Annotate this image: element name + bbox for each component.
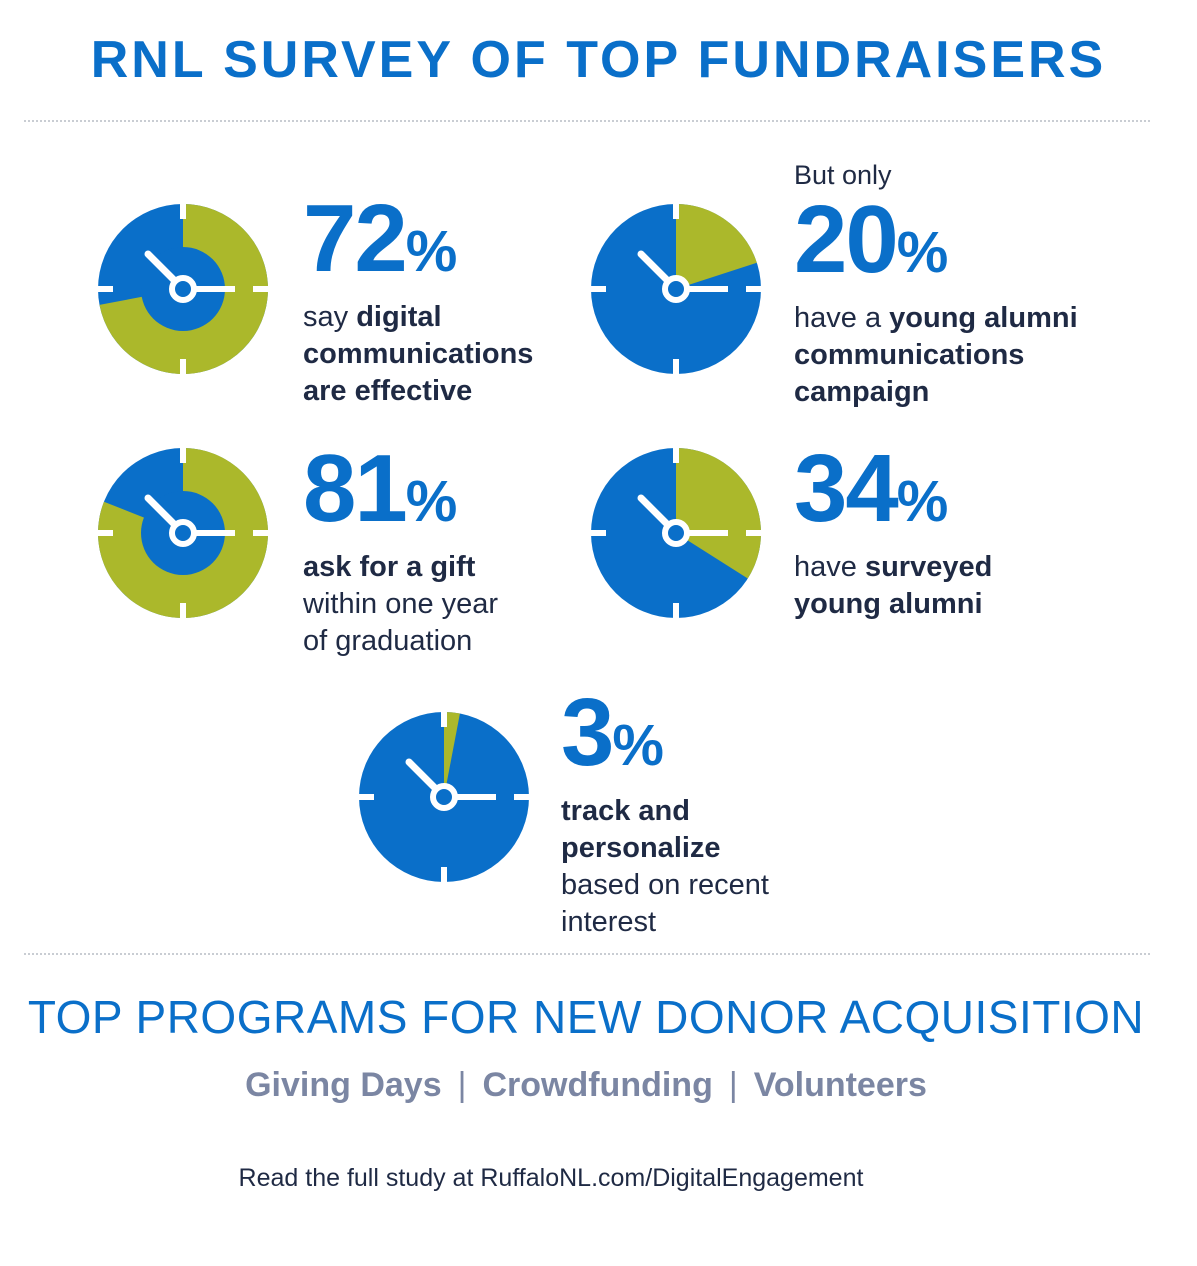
stat-unit: % [405,469,458,534]
clock-wedge-3 [444,712,460,797]
stat-emphasis-text: communications [794,339,1025,371]
stat-emphasis-text: ask for a gift [303,551,476,583]
stat-block-72: 72% say digital communications are effectiv… [303,191,533,410]
stat-description: say digital communications are effective [303,299,533,410]
stat-value: 3 [561,679,614,786]
stat-block-20: But only 20% have a young alumni communicat… [794,160,1078,411]
stat-description: ask for a gift within one year of graduati… [303,549,498,660]
stat-text: have a [794,302,890,334]
stat-emphasis-text: digital [356,301,442,333]
stat-unit: % [896,220,949,285]
stat-description-line: say digital [303,299,533,336]
stat-description-line: are effective [303,373,533,410]
stat-text: of graduation [303,625,473,657]
stat-text: say [303,301,357,333]
stat-description: have surveyed young alumni [794,549,992,623]
stat-description-line: communications [303,336,533,373]
stat-description: track and personalize based on recent inter… [561,793,769,941]
stat-percentage: 3% [561,685,769,789]
stat-description: have a young alumni communications campaig… [794,300,1078,411]
stat-unit: % [612,713,664,778]
stat-text: based on recent [561,869,769,901]
stat-unit: % [405,219,458,284]
stat-description-line: interest [561,904,769,941]
stat-value: 81 [303,435,408,542]
stat-percentage: 20% [794,192,1078,296]
stat-description-line: personalize [561,830,769,867]
stat-value: 20 [794,186,899,293]
clock-chart-20 [591,204,761,374]
clock-center [662,519,690,547]
stat-percentage: 72% [303,191,533,295]
infographic-title: RNL SURVEY OF TOP FUNDRAISERS [90,31,1107,89]
clock-center [169,519,197,547]
program-separator: | [728,1066,738,1104]
clock-chart-3 [359,712,529,882]
stat-text: have [794,551,865,583]
program-item: Giving Days [245,1066,442,1104]
stat-emphasis-text: young alumni [794,588,983,620]
stat-block-81: 81% ask for a gift within one year of gradu… [303,441,498,660]
stat-emphasis-text: are effective [303,375,473,407]
stat-description-line: based on recent [561,867,769,904]
clock-chart-81 [98,448,269,618]
stat-text: within one year [303,588,499,620]
stat-unit: % [896,469,949,534]
stat-description-line: of graduation [303,623,498,660]
stat-block-3: 3% track and personalize based on recent int… [561,685,769,941]
program-item: Volunteers [753,1066,927,1104]
footer-link-text: Read the full study at RuffaloNL.com/Dig… [238,1164,864,1192]
clock-wedge-34 [676,448,762,579]
stat-emphasis-text: surveyed [864,551,993,583]
stat-prefix: But only [794,160,892,190]
stat-value: 34 [794,435,899,542]
stat-percentage: 81% [303,441,498,545]
stat-description-line: have surveyed [794,549,992,586]
clock-center [662,275,690,303]
stat-description-line: campaign [794,374,1078,411]
program-item: Crowdfunding [482,1066,713,1104]
stat-description-line: within one year [303,586,498,623]
stat-description-line: track and [561,793,769,830]
program-separator: | [457,1066,467,1104]
stat-emphasis-text: campaign [794,376,930,408]
stat-value: 72 [303,185,408,292]
clock-center [430,783,458,811]
programs-list: Giving Days | Crowdfunding | Volunteers [0,1066,1172,1105]
section-heading: TOP PROGRAMS FOR NEW DONOR ACQUISITION [27,991,1145,1043]
bottom-divider [24,953,1150,955]
stat-emphasis-text: young alumni [889,302,1078,334]
stat-block-34: 34% have surveyed young alumni [794,441,992,623]
clock-center [169,275,197,303]
clock-chart-72 [98,204,269,374]
stat-text: interest [561,906,657,938]
stat-percentage: 34% [794,441,992,545]
stat-description-line: ask for a gift [303,549,498,586]
stat-emphasis-text: personalize [561,832,721,864]
stat-emphasis-text: communications [303,338,534,370]
stat-emphasis-text: track and [561,795,690,827]
stat-description-line: young alumni [794,586,992,623]
top-divider [24,120,1150,122]
stat-description-line: have a young alumni [794,300,1078,337]
clock-chart-34 [591,448,762,618]
clock-wedge-20 [676,204,757,289]
stat-description-line: communications [794,337,1078,374]
